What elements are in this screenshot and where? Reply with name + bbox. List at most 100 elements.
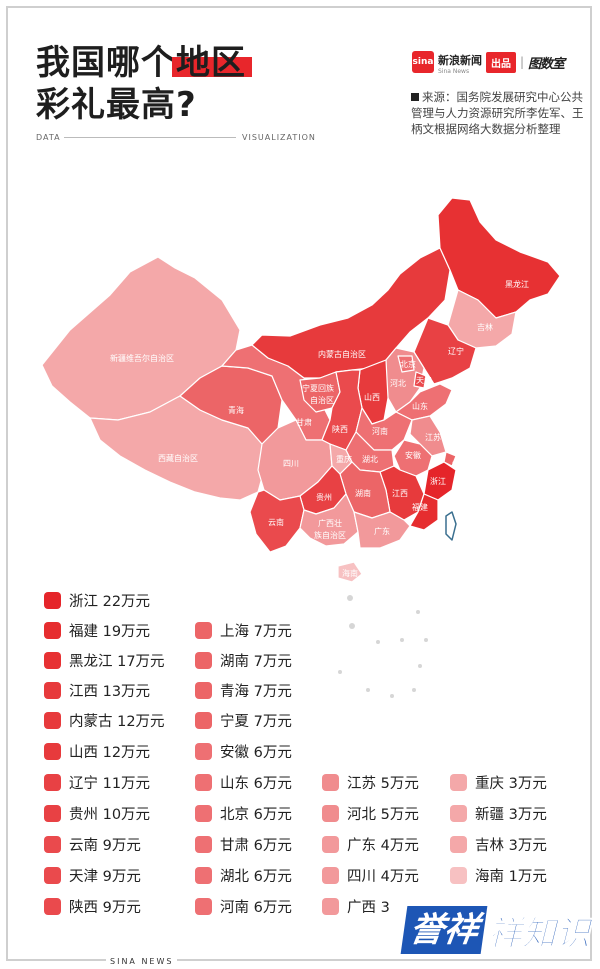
legend-item: 山西 12万元 xyxy=(44,739,150,763)
footer-sina-news: SINA NEWS xyxy=(106,957,178,966)
label-hubei: 湖北 xyxy=(362,455,378,464)
legend-label: 宁夏 7万元 xyxy=(220,713,292,730)
island-dot xyxy=(418,664,422,668)
brand-chupin-badge: 出品 xyxy=(486,51,516,73)
legend-item: 吉林 3万元 xyxy=(450,832,547,856)
label-neimenggu: 内蒙古自治区 xyxy=(318,349,366,359)
legend-item: 福建 19万元 xyxy=(44,618,150,642)
tagline-divider xyxy=(64,137,236,138)
legend-swatch xyxy=(44,651,61,669)
label-shaanxi: 陕西 xyxy=(332,424,348,434)
legend-item: 海南 1万元 xyxy=(450,863,547,887)
label-chongqing: 重庆 xyxy=(336,454,352,464)
brand-name-block: 新浪新闻 Sina News xyxy=(438,49,482,76)
legend-label: 新疆 3万元 xyxy=(475,806,547,823)
title-highlight: 地区 xyxy=(176,43,246,83)
label-jilin: 吉林 xyxy=(477,322,493,332)
label-sichuan: 四川 xyxy=(283,459,299,468)
legend-swatch xyxy=(322,897,339,915)
map-region-anhui xyxy=(393,439,433,477)
legend-item: 天津 9万元 xyxy=(44,863,141,887)
legend-item: 广西 3 xyxy=(322,894,390,918)
legend-swatch xyxy=(450,866,467,884)
legend-label: 甘肃 6万元 xyxy=(220,837,292,854)
legend-label: 广西 3 xyxy=(347,899,390,916)
label-guangxi-2: 族自治区 xyxy=(314,530,346,540)
legend-swatch xyxy=(322,835,339,853)
legend-item: 新疆 3万元 xyxy=(450,801,547,825)
island-dot xyxy=(376,640,380,644)
legend-swatch xyxy=(195,773,212,791)
label-heilongjiang: 黑龙江 xyxy=(505,279,529,289)
island-dot xyxy=(390,694,394,698)
map-region-qinghai xyxy=(179,365,283,445)
legend-label: 福建 19万元 xyxy=(69,623,151,640)
island-dot xyxy=(338,670,342,674)
label-anhui: 安徽 xyxy=(405,450,421,460)
tagline-visualization: VISUALIZATION xyxy=(242,133,316,142)
map-region-taiwan xyxy=(445,511,457,541)
map-region-hainan xyxy=(337,561,363,583)
source-text: 来源：国务院发展研究中心公共管理与人力资源研究所李佐军、王柄文根据网络大数据分析… xyxy=(411,90,584,136)
brand-name-en: Sina News xyxy=(438,67,470,75)
legend-swatch xyxy=(44,711,61,729)
legend-label: 上海 7万元 xyxy=(220,623,292,640)
legend-swatch xyxy=(450,835,467,853)
legend-swatch xyxy=(322,773,339,791)
island-dot xyxy=(400,638,404,642)
watermark-part2: 祥知识 xyxy=(488,913,591,954)
brand-separator: | xyxy=(520,55,525,69)
label-hainan: 海南 xyxy=(342,568,358,578)
island-dot xyxy=(366,688,370,692)
label-qinghai: 青海 xyxy=(228,405,244,415)
legend-swatch xyxy=(44,897,61,915)
legend-label: 辽宁 11万元 xyxy=(69,775,151,792)
legend-item: 甘肃 6万元 xyxy=(195,832,292,856)
title-line2: 彩礼最高? xyxy=(36,85,197,125)
island-dot xyxy=(349,623,355,629)
legend-label: 江苏 5万元 xyxy=(347,775,419,792)
legend-item: 江苏 5万元 xyxy=(322,770,419,794)
label-shanxi: 山西 xyxy=(364,392,380,402)
legend-label: 云南 9万元 xyxy=(69,837,141,854)
map-region-guangdong xyxy=(353,511,411,549)
source-square-icon xyxy=(411,93,419,101)
south-china-sea-islands xyxy=(338,595,428,698)
legend-item: 江西 13万元 xyxy=(44,678,150,702)
legend-item: 云南 9万元 xyxy=(44,832,141,856)
legend-swatch xyxy=(44,742,61,760)
legend-item: 宁夏 7万元 xyxy=(195,708,292,732)
legend-swatch xyxy=(322,866,339,884)
legend-swatch xyxy=(195,897,212,915)
legend-item: 四川 4万元 xyxy=(322,863,419,887)
legend-item: 安徽 6万元 xyxy=(195,739,292,763)
legend-item: 辽宁 11万元 xyxy=(44,770,150,794)
legend-item: 湖北 6万元 xyxy=(195,863,292,887)
page-title: 我国哪个地区 彩礼最高? xyxy=(36,42,246,126)
legend-item: 青海 7万元 xyxy=(195,678,292,702)
legend-swatch xyxy=(322,804,339,822)
legend-item: 贵州 10万元 xyxy=(44,801,150,825)
map-region-shanghai xyxy=(443,451,457,467)
legend-item: 山东 6万元 xyxy=(195,770,292,794)
legend-label: 内蒙古 12万元 xyxy=(69,713,165,730)
legend-label: 浙江 22万元 xyxy=(69,593,151,610)
legend-swatch xyxy=(195,742,212,760)
label-fujian: 福建 xyxy=(412,502,428,512)
legend-swatch xyxy=(195,866,212,884)
label-yunnan: 云南 xyxy=(268,517,284,527)
map-region-tianjin xyxy=(413,371,427,389)
legend-item: 河南 6万元 xyxy=(195,894,292,918)
sina-logo-icon: sina xyxy=(412,51,434,73)
label-henan: 河南 xyxy=(372,426,388,436)
island-dot xyxy=(412,688,416,692)
legend-swatch xyxy=(44,804,61,822)
legend-label: 河南 6万元 xyxy=(220,899,292,916)
label-shandong: 山东 xyxy=(412,401,428,411)
label-tianjin: 天津 xyxy=(416,375,432,385)
watermark: 誉祥 祥知识 xyxy=(400,902,591,958)
datalab-logo: 图数室 xyxy=(528,56,565,72)
legend-swatch xyxy=(450,773,467,791)
legend-item: 浙江 22万元 xyxy=(44,588,150,612)
